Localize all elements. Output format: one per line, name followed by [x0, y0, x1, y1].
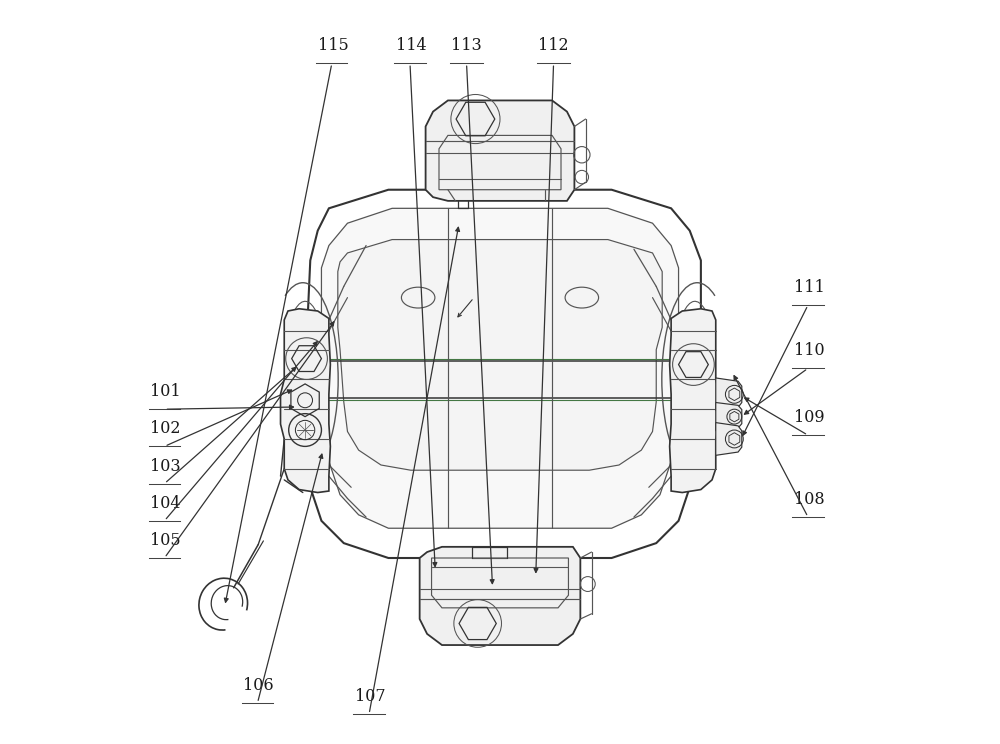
Polygon shape: [420, 547, 580, 645]
Polygon shape: [338, 240, 662, 470]
Text: 104: 104: [150, 495, 181, 512]
Text: 108: 108: [794, 491, 825, 508]
Polygon shape: [281, 309, 330, 493]
Text: 113: 113: [451, 37, 482, 54]
Text: 115: 115: [318, 37, 348, 54]
Text: 110: 110: [794, 342, 825, 359]
Text: 114: 114: [396, 37, 426, 54]
Polygon shape: [670, 309, 719, 493]
Text: 109: 109: [794, 409, 825, 426]
Polygon shape: [716, 423, 742, 455]
Text: 112: 112: [538, 37, 569, 54]
Text: 103: 103: [150, 458, 181, 475]
Text: 102: 102: [150, 420, 181, 437]
Polygon shape: [716, 378, 742, 411]
Polygon shape: [321, 208, 679, 528]
Polygon shape: [426, 100, 574, 201]
Text: 101: 101: [150, 383, 181, 400]
Text: 105: 105: [150, 532, 181, 549]
Polygon shape: [716, 403, 742, 431]
Text: 106: 106: [243, 677, 274, 694]
Text: 107: 107: [355, 688, 386, 705]
Text: 111: 111: [794, 279, 825, 296]
